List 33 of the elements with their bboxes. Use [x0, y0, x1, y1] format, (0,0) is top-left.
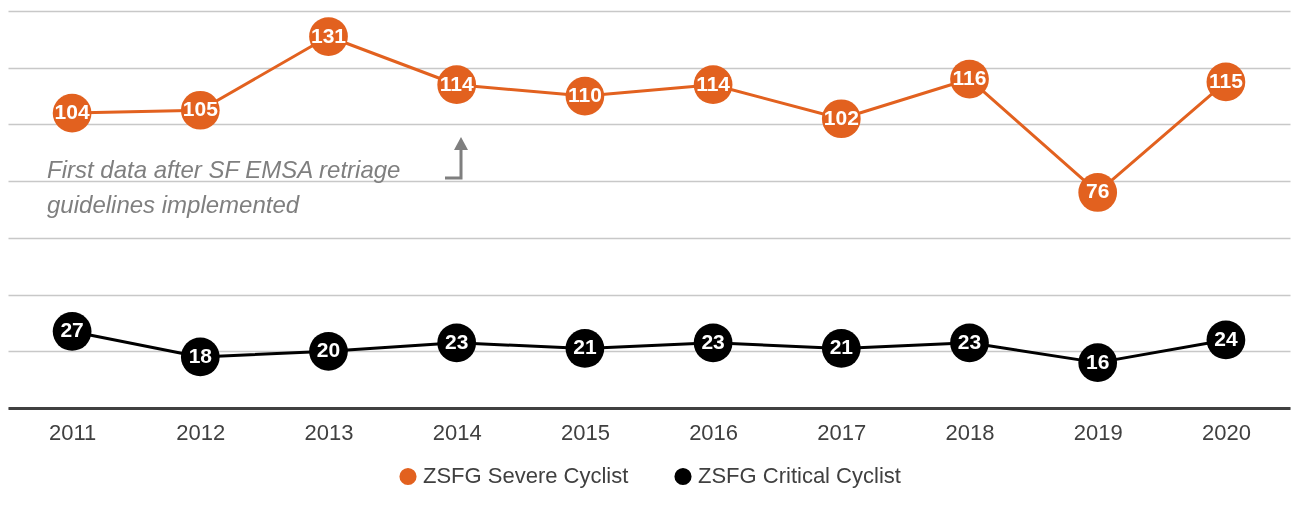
annotation: First data after SF EMSA retriage guidelines implemented — [47, 155, 402, 220]
x-tick-label: 2012 — [176, 419, 226, 445]
x-tick-label: 2020 — [1201, 419, 1251, 445]
legend-label: ZSFG Critical Cyclist — [698, 463, 901, 489]
data-label: 23 — [445, 329, 469, 353]
data-label: 105 — [182, 97, 219, 121]
data-label: 104 — [54, 100, 90, 124]
data-label: 115 — [1208, 68, 1244, 92]
x-tick-label: 2011 — [48, 419, 97, 445]
data-label: 16 — [1086, 349, 1110, 373]
data-label: 23 — [957, 329, 982, 353]
data-label: 110 — [567, 83, 602, 107]
data-label: 102 — [823, 105, 859, 129]
data-label: 114 — [696, 71, 731, 95]
data-label: 116 — [952, 66, 987, 90]
data-label: 21 — [573, 335, 597, 359]
x-tick-label: 2019 — [1073, 419, 1123, 445]
legend-label: ZSFG Severe Cyclist — [423, 463, 629, 489]
x-tick-label: 2015 — [560, 419, 610, 445]
data-label: 18 — [188, 343, 213, 367]
data-label: 20 — [316, 338, 341, 362]
data-label: 76 — [1086, 179, 1110, 203]
x-tick-label: 2014 — [432, 419, 482, 445]
data-label: 21 — [829, 335, 854, 359]
data-label: 114 — [439, 71, 474, 95]
x-tick-label: 2017 — [817, 419, 867, 445]
data-label: 27 — [60, 318, 84, 342]
data-label: 131 — [310, 23, 347, 47]
data-label: 23 — [701, 329, 725, 353]
x-tick-label: 2016 — [689, 419, 739, 445]
x-tick-label: 2018 — [945, 419, 995, 445]
data-label: 24 — [1214, 326, 1238, 350]
x-tick-label: 2013 — [304, 419, 354, 445]
